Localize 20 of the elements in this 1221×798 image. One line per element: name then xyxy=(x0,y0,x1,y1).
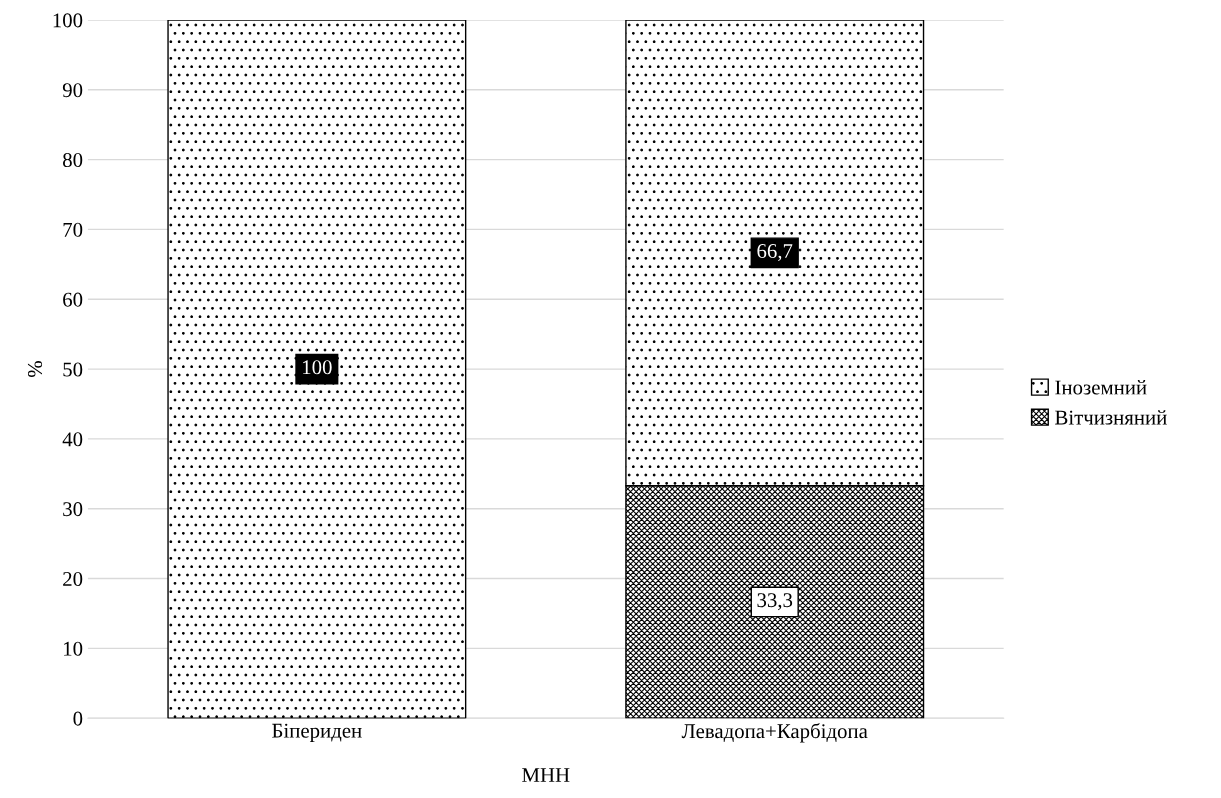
x-tick-label: Левадопа+Карбідопа xyxy=(681,723,868,743)
data-label: 33,3 xyxy=(757,593,793,611)
y-tick-label: 90 xyxy=(62,83,83,98)
legend-label: Вітчизняний xyxy=(1055,410,1167,425)
y-tick-label: 70 xyxy=(63,222,83,237)
y-tick-label: 10 xyxy=(64,641,83,656)
x-tick-label: Біпериден xyxy=(272,723,362,742)
data-label: 100 xyxy=(303,360,332,375)
y-tick-label: 0 xyxy=(73,711,83,726)
y-axis-title: % xyxy=(27,361,43,378)
y-tick-label: 20 xyxy=(63,571,83,586)
y-tick-label: 50 xyxy=(63,362,83,377)
y-tick-label: 30 xyxy=(63,502,83,517)
data-label: 66,7 xyxy=(757,244,793,262)
y-tick-label: 80 xyxy=(63,152,83,168)
y-tick-label: 100 xyxy=(53,13,83,28)
y-tick-label: 60 xyxy=(63,292,83,307)
legend-label: Іноземний xyxy=(1055,380,1147,395)
x-axis-title: МНН xyxy=(522,768,570,782)
y-tick-label: 40 xyxy=(62,432,83,447)
